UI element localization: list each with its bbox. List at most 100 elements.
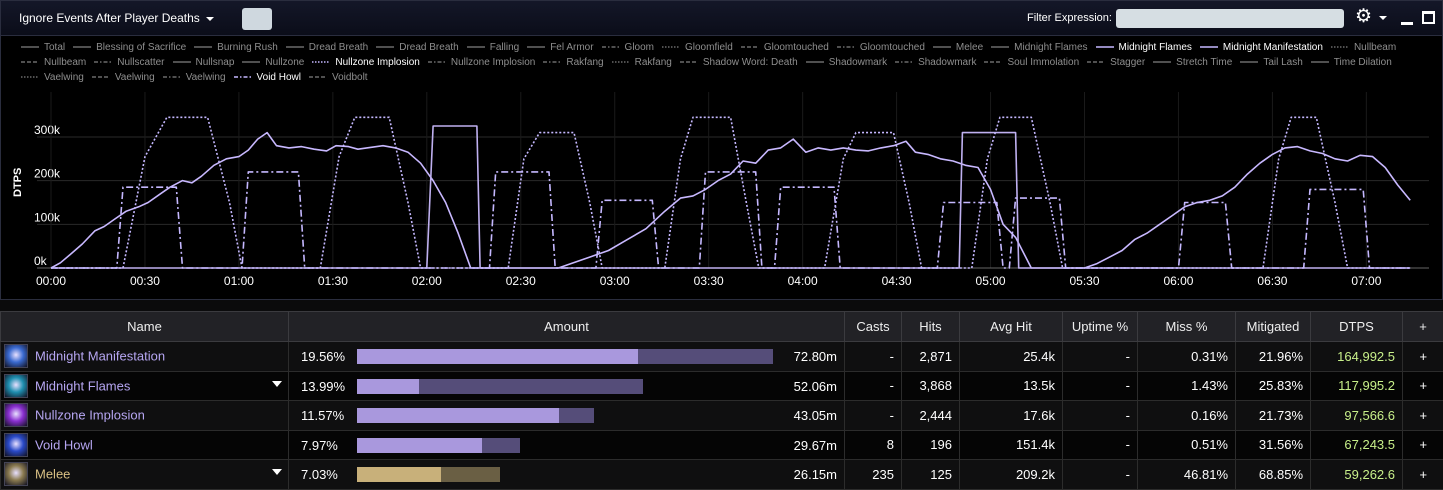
- maximize-icon[interactable]: [1422, 11, 1435, 24]
- legend-item[interactable]: Rakfang: [612, 55, 672, 70]
- row-add-button[interactable]: +: [1403, 460, 1443, 490]
- legend-swatch: [234, 75, 252, 79]
- legend-swatch: [612, 60, 630, 64]
- legend-item[interactable]: Voidbolt: [309, 70, 368, 85]
- legend-item[interactable]: Gloomtouched: [741, 40, 829, 55]
- col-casts[interactable]: Casts: [845, 312, 902, 342]
- legend-item[interactable]: Nullzone Implosion: [428, 55, 536, 70]
- minimize-icon[interactable]: [1401, 22, 1413, 25]
- legend-item[interactable]: Nullbeam: [21, 55, 86, 70]
- cell-name[interactable]: Midnight Flames: [1, 371, 289, 401]
- filter-expression-input[interactable]: [1116, 9, 1344, 28]
- gear-icon[interactable]: ⚙: [1355, 7, 1372, 27]
- ignore-events-label: Ignore Events After Player Deaths: [19, 11, 200, 25]
- legend-item[interactable]: Soul Immolation: [984, 55, 1079, 70]
- legend-item[interactable]: Vaelwing: [163, 70, 226, 85]
- legend-swatch: [242, 60, 260, 64]
- legend-item[interactable]: Blessing of Sacrifice: [73, 40, 186, 55]
- legend-item[interactable]: Falling: [467, 40, 519, 55]
- legend-item[interactable]: Shadowmark: [895, 55, 976, 70]
- legend-item[interactable]: Midnight Manifestation: [1200, 40, 1323, 55]
- cell-dtps: 117,995.2: [1311, 371, 1403, 401]
- legend-label: Stagger: [1110, 57, 1145, 68]
- cell-name[interactable]: Melee: [1, 460, 289, 490]
- cell-miss: 0.51%: [1138, 430, 1236, 460]
- col-add[interactable]: +: [1403, 312, 1443, 342]
- toggle-box[interactable]: [242, 8, 272, 30]
- cell-hits: 2,444: [902, 401, 960, 431]
- ignore-events-dropdown[interactable]: Ignore Events After Player Deaths: [19, 11, 214, 25]
- col-miss[interactable]: Miss %: [1138, 312, 1236, 342]
- legend-label: Shadowmark: [829, 57, 887, 68]
- x-tick-label: 00:30: [130, 274, 160, 288]
- legend-label: Soul Immolation: [1007, 57, 1079, 68]
- cell-name[interactable]: Void Howl: [1, 430, 289, 460]
- legend-item[interactable]: Midnight Flames: [1096, 40, 1192, 55]
- cell-name[interactable]: Nullzone Implosion: [1, 401, 289, 431]
- legend-item[interactable]: Nullzone: [242, 55, 304, 70]
- legend-item[interactable]: Nullzone Implosion: [312, 55, 420, 70]
- ability-name[interactable]: Midnight Flames: [35, 378, 130, 393]
- legend-item[interactable]: Time Dilation: [1311, 55, 1392, 70]
- cell-name[interactable]: Midnight Manifestation: [1, 342, 289, 372]
- col-dtps[interactable]: DTPS: [1311, 312, 1403, 342]
- ability-name[interactable]: Midnight Manifestation: [35, 349, 165, 364]
- legend-item[interactable]: Vaelwing: [92, 70, 155, 85]
- legend-item[interactable]: Rakfang: [543, 55, 603, 70]
- ability-name[interactable]: Melee: [35, 467, 70, 482]
- col-uptime[interactable]: Uptime %: [1063, 312, 1138, 342]
- legend-item[interactable]: Vaelwing: [21, 70, 84, 85]
- ability-name[interactable]: Nullzone Implosion: [35, 408, 145, 423]
- legend-item[interactable]: Gloom: [602, 40, 654, 55]
- col-name[interactable]: Name: [1, 312, 289, 342]
- legend-label: Blessing of Sacrifice: [96, 42, 186, 53]
- settings-chevron-down-icon[interactable]: [1379, 16, 1387, 20]
- legend-item[interactable]: Dread Breath: [286, 40, 368, 55]
- legend-item[interactable]: Stretch Time: [1153, 55, 1232, 70]
- row-add-button[interactable]: +: [1403, 342, 1443, 372]
- legend-item[interactable]: Void Howl: [234, 70, 301, 85]
- chevron-down-icon: [206, 17, 214, 21]
- legend-item[interactable]: Burning Rush: [194, 40, 278, 55]
- legend-item[interactable]: Dread Breath: [376, 40, 458, 55]
- col-hits[interactable]: Hits: [902, 312, 960, 342]
- legend-item[interactable]: Midnight Flames: [991, 40, 1087, 55]
- legend-label: Voidbolt: [332, 72, 368, 83]
- legend-swatch: [21, 45, 39, 49]
- legend-swatch: [837, 45, 855, 49]
- legend-label: Total: [44, 42, 65, 53]
- midnight-manifestation-icon: [4, 344, 28, 368]
- cell-hits: 196: [902, 430, 960, 460]
- col-avg-hit[interactable]: Avg Hit: [960, 312, 1063, 342]
- legend-item[interactable]: Fel Armor: [527, 40, 593, 55]
- legend-item[interactable]: Stagger: [1087, 55, 1145, 70]
- legend-item[interactable]: Total: [21, 40, 65, 55]
- expand-chevron-down-icon[interactable]: [272, 381, 282, 387]
- cell-uptime: -: [1063, 342, 1138, 372]
- legend-item[interactable]: Gloomtouched: [837, 40, 925, 55]
- legend-item[interactable]: Tail Lash: [1240, 55, 1302, 70]
- row-add-button[interactable]: +: [1403, 401, 1443, 431]
- legend-item[interactable]: Shadow Word: Death: [680, 55, 798, 70]
- ability-name[interactable]: Void Howl: [35, 437, 93, 452]
- legend-label: Nullsnap: [196, 57, 235, 68]
- expand-chevron-down-icon[interactable]: [272, 469, 282, 475]
- legend-swatch: [376, 45, 394, 49]
- cell-casts: -: [845, 342, 902, 372]
- legend-item[interactable]: Nullsnap: [173, 55, 235, 70]
- legend-item[interactable]: Shadowmark: [806, 55, 887, 70]
- legend-item[interactable]: Nullscatter: [94, 55, 164, 70]
- row-add-button[interactable]: +: [1403, 371, 1443, 401]
- legend-swatch: [163, 75, 181, 79]
- col-mitigated[interactable]: Mitigated: [1236, 312, 1311, 342]
- legend-item[interactable]: Melee: [933, 40, 983, 55]
- legend-item[interactable]: Gloomfield: [662, 40, 733, 55]
- row-add-button[interactable]: +: [1403, 430, 1443, 460]
- legend-item[interactable]: Nullbeam: [1331, 40, 1396, 55]
- col-amount[interactable]: Amount: [289, 312, 845, 342]
